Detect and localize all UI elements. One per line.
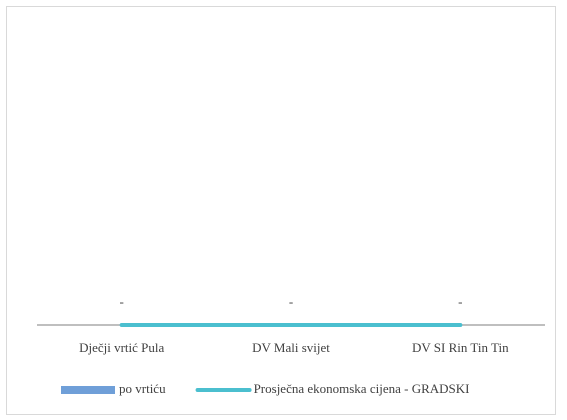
x-tick-label: Dječji vrtić Pula bbox=[79, 340, 164, 355]
chart-frame bbox=[6, 6, 556, 415]
data-label: - bbox=[458, 294, 462, 309]
x-tick-label: DV SI Rin Tin Tin bbox=[412, 340, 509, 355]
x-tick-label: DV Mali svijet bbox=[252, 340, 330, 355]
legend-label: Prosječna ekonomska cijena - GRADSKI bbox=[254, 381, 470, 396]
legend-swatch bbox=[61, 386, 115, 394]
legend-label: po vrtiću bbox=[119, 381, 166, 396]
data-label: - bbox=[119, 294, 123, 309]
data-label: - bbox=[289, 294, 293, 309]
